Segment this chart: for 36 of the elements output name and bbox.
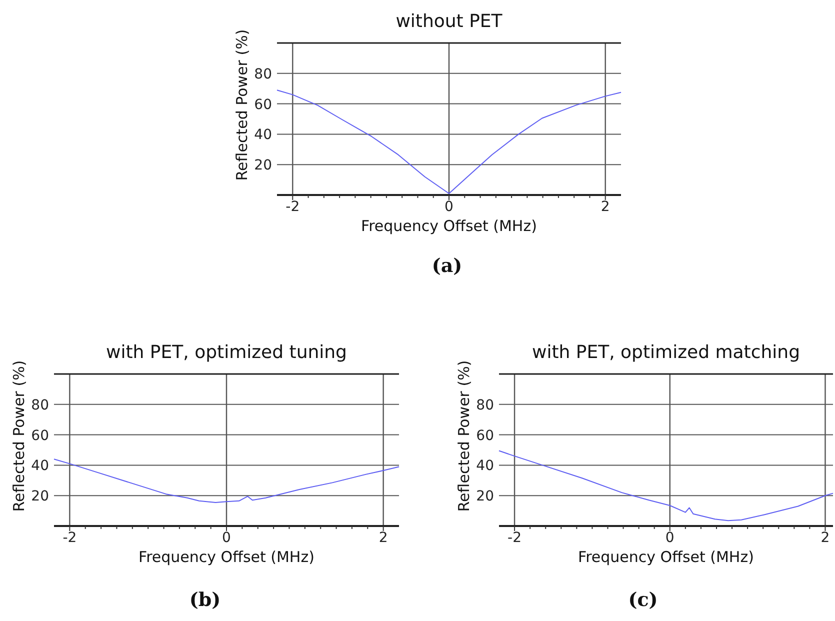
y-axis-title: Reflected Power (%) xyxy=(233,29,251,181)
chart-title: with PET, optimized tuning xyxy=(106,342,347,363)
y-tick-label: 40 xyxy=(476,458,494,474)
x-tick-label: 0 xyxy=(665,530,674,546)
y-tick-label: 80 xyxy=(476,397,494,414)
text: (b) xyxy=(189,589,221,611)
x-tick-label: 2 xyxy=(820,530,830,546)
y-tick-label: 20 xyxy=(476,488,494,505)
x-tick-label: 2 xyxy=(600,199,610,215)
line-series xyxy=(498,450,834,522)
x-tick-label: -2 xyxy=(62,530,77,546)
chart-title: with PET, optimized matching xyxy=(532,342,800,363)
x-tick-label: 2 xyxy=(378,530,388,546)
text: (a) xyxy=(432,255,462,277)
chart-title: without PET xyxy=(396,11,504,32)
text: (c) xyxy=(628,589,658,611)
x-tick-label: 0 xyxy=(222,530,231,546)
y-tick-label: 20 xyxy=(31,488,49,505)
y-tick-label: 40 xyxy=(31,458,49,474)
y-tick-label: 60 xyxy=(476,428,494,444)
y-tick-label: 80 xyxy=(254,66,272,82)
x-tick-label: -2 xyxy=(286,199,300,215)
y-tick-label: 80 xyxy=(31,397,49,414)
y-tick-label: 20 xyxy=(254,158,272,174)
x-axis-title: Frequency Offset (MHz) xyxy=(578,548,754,566)
y-axis-title: Reflected Power (%) xyxy=(10,360,28,512)
y-tick-label: 40 xyxy=(254,127,272,144)
x-tick-label: 0 xyxy=(444,199,454,215)
y-tick-label: 60 xyxy=(31,428,49,444)
line-series xyxy=(276,90,622,194)
line-series xyxy=(54,458,400,503)
x-axis-title: Frequency Offset (MHz) xyxy=(138,548,314,566)
x-axis-title: Frequency Offset (MHz) xyxy=(361,217,537,235)
y-tick-label: 60 xyxy=(254,96,272,113)
x-tick-label: -2 xyxy=(508,530,522,546)
y-axis-title: Reflected Power (%) xyxy=(455,360,473,512)
